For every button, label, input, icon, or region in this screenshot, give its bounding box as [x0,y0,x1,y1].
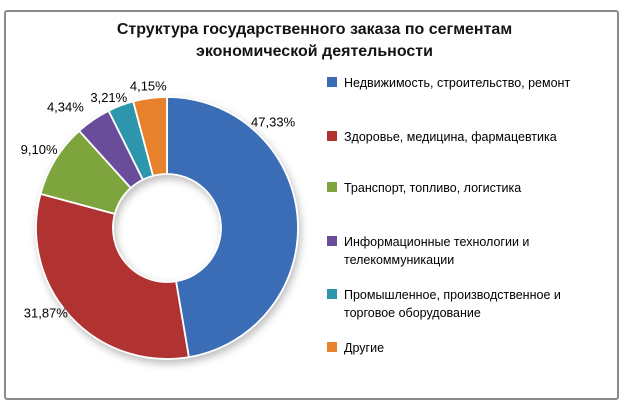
legend-swatch-icon [327,289,337,299]
legend-label: Транспорт, топливо, логистика [344,181,522,195]
legend: Недвижимость, строительство, ремонт Здоро… [327,74,601,374]
slice-label-2: 9,10% [21,142,58,157]
legend-label: Другие [344,341,385,355]
legend-swatch-icon [327,77,337,87]
legend-label: Недвижимость, строительство, ремонт [344,76,571,90]
legend-swatch-icon [327,182,337,192]
legend-label: Здоровье, медицина, фармацевтика [344,130,557,144]
legend-item-0: Недвижимость, строительство, ремонт [327,74,601,92]
legend-item-2: Транспорт, топливо, логистика [327,179,601,197]
slice-label-3: 4,34% [47,100,84,115]
legend-label: Информационные технологии и телекоммуник… [344,235,530,267]
legend-item-4: Промышленное, производственное и торгово… [327,286,601,322]
slice-label-4: 3,21% [90,90,127,105]
pie-slice-1 [35,192,190,360]
pie-slice-0 [166,96,299,359]
legend-item-5: Другие [327,339,601,357]
legend-item-3: Информационные технологии и телекоммуник… [327,233,601,269]
legend-swatch-icon [327,236,337,246]
legend-swatch-icon [327,131,337,141]
legend-label: Промышленное, производственное и торгово… [344,288,561,320]
legend-swatch-icon [327,342,337,352]
slice-label-5: 4,15% [130,79,167,94]
slice-label-0: 47,33% [251,114,296,129]
chart-title-line-1: Структура государственного заказа по сег… [116,21,513,38]
pie-slice-5 [132,96,168,177]
legend-item-1: Здоровье, медицина, фармацевтика [327,128,601,146]
chart-title: Структура государственного заказа по сег… [0,19,629,63]
slice-label-1: 31,87% [24,305,69,320]
chart-title-line-2: экономической деятельности [196,43,433,60]
